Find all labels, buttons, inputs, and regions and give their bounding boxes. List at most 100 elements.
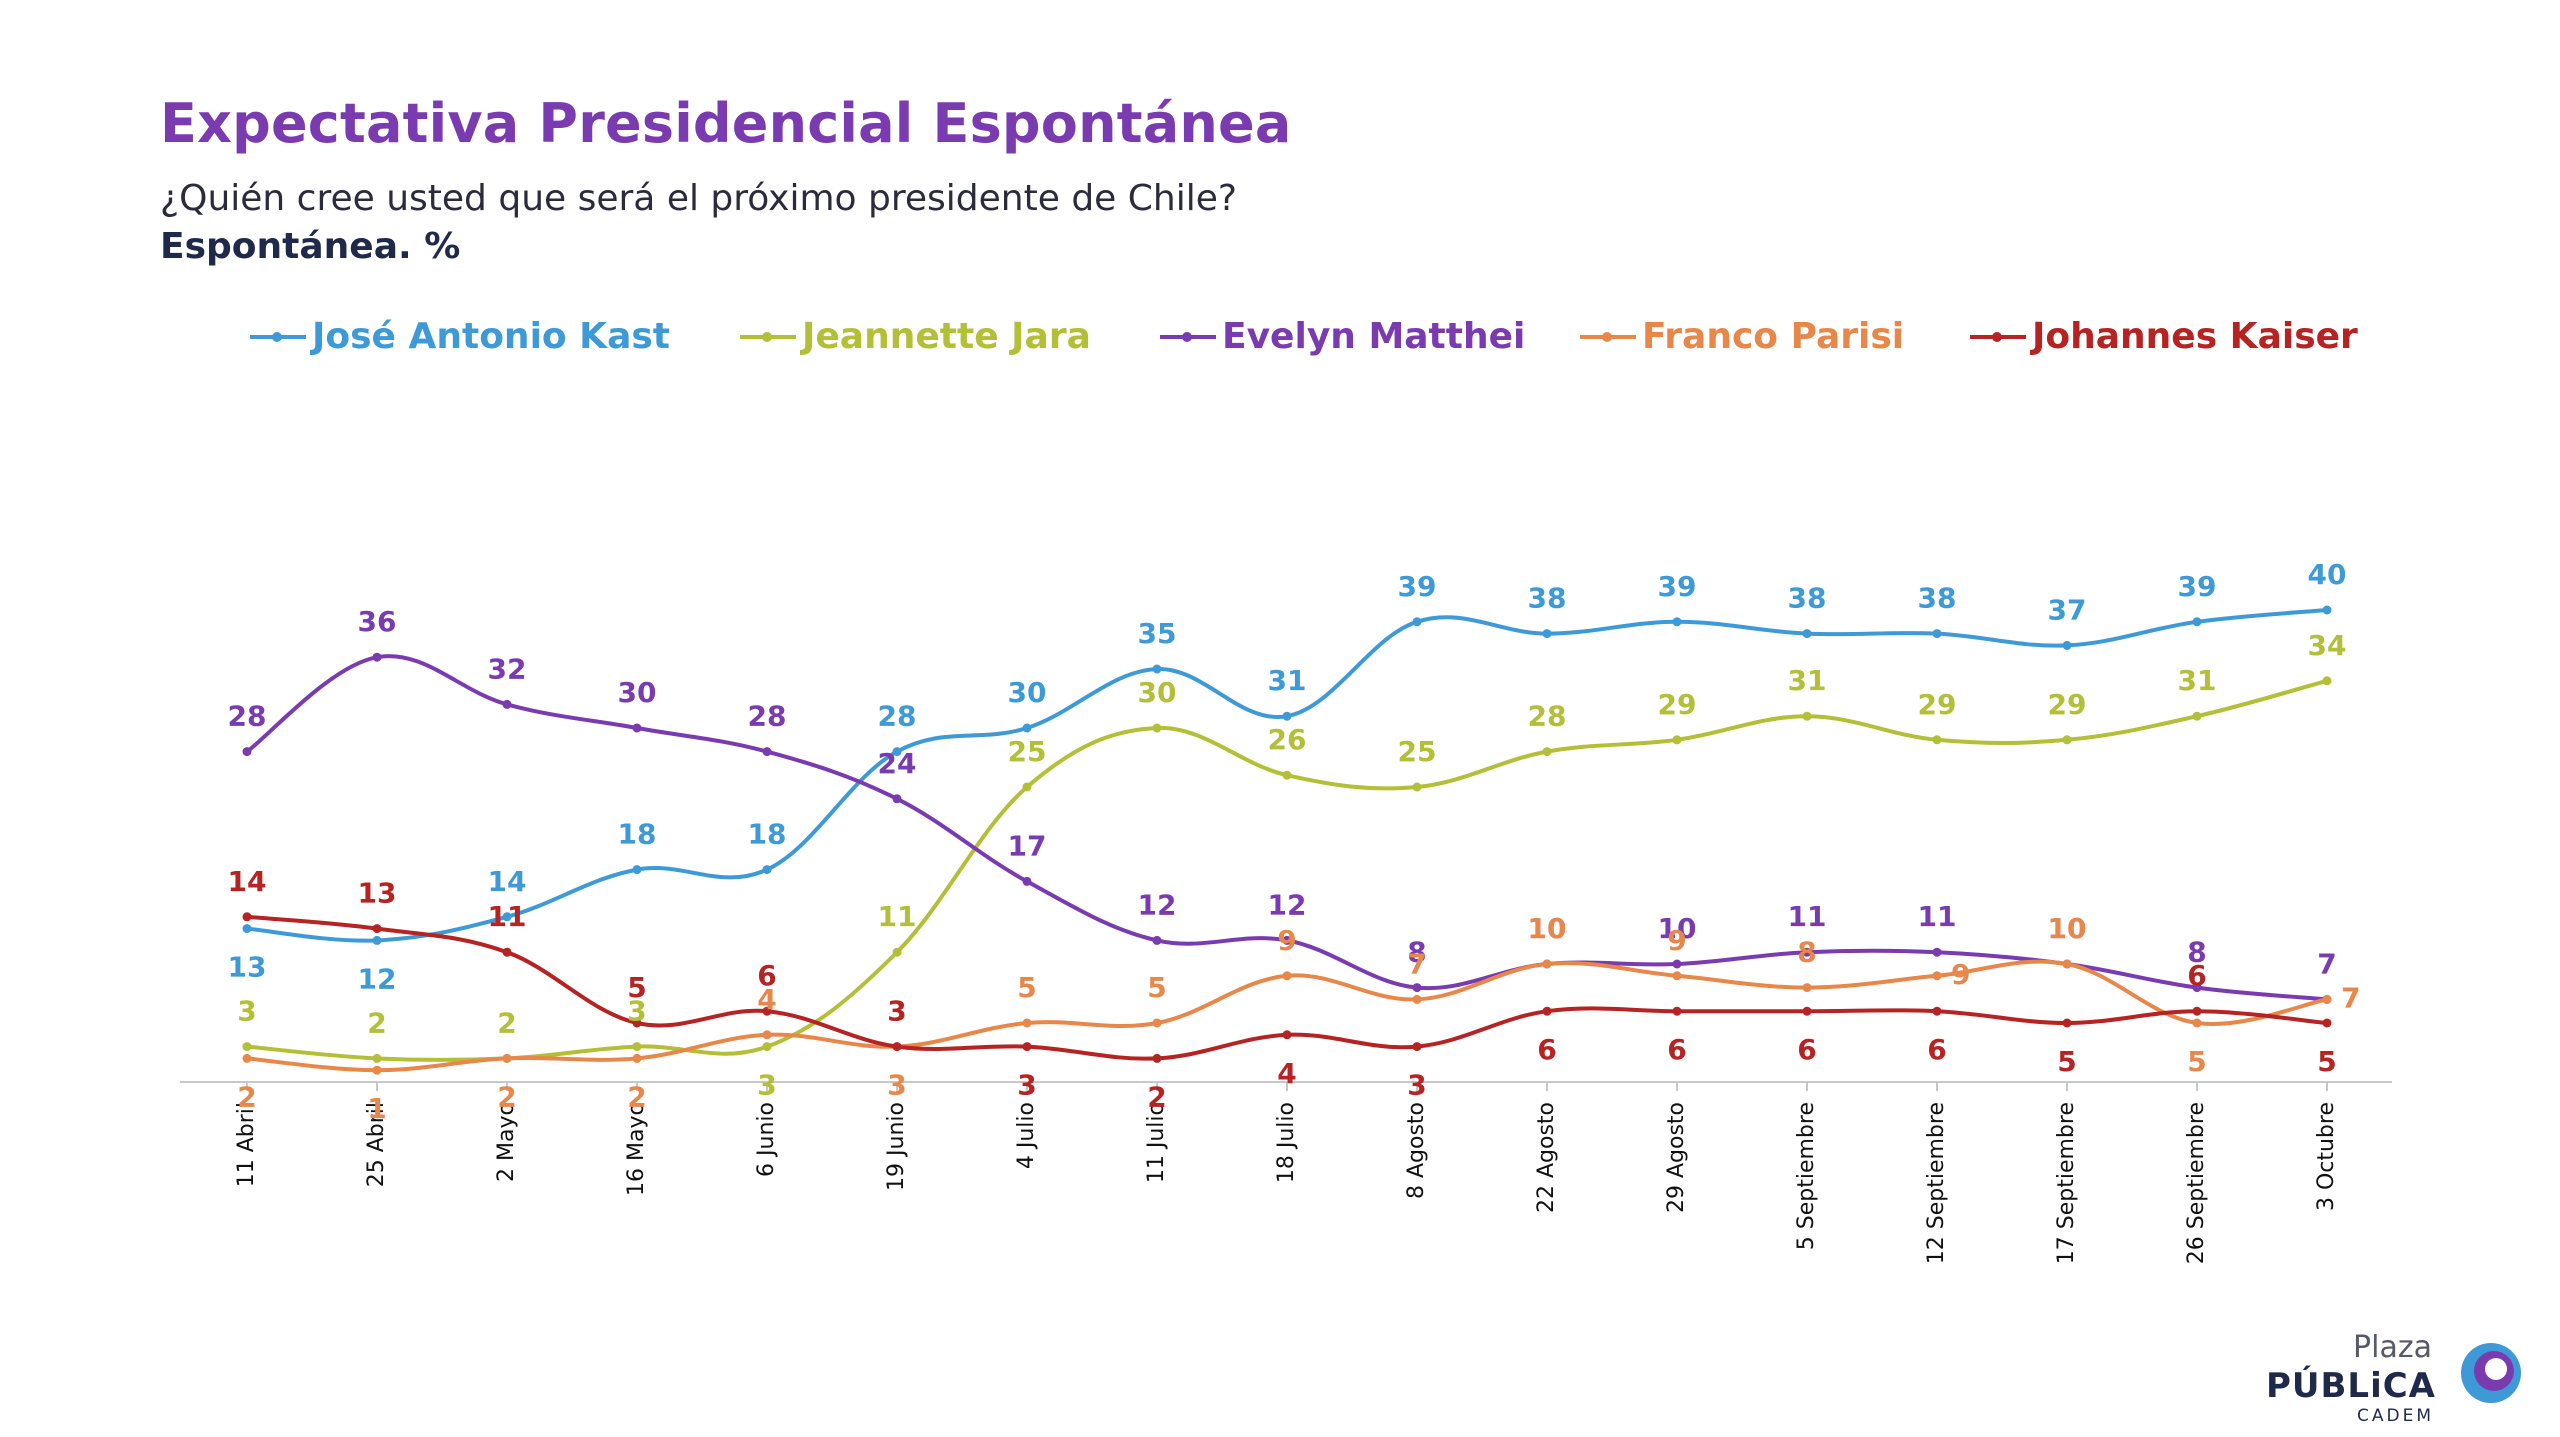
data-label-jeannette-jara: 11 [878, 900, 917, 933]
data-point-jose-antonio-kast [1802, 629, 1812, 639]
data-label-johannes-kaiser: 6 [2187, 959, 2206, 992]
data-label-johannes-kaiser: 6 [1797, 1033, 1816, 1066]
x-tick-label: 11 Julio [1144, 1102, 1169, 1183]
data-point-franco-parisi [1672, 971, 1682, 981]
data-label-jeannette-jara: 31 [2178, 664, 2217, 697]
data-point-evelyn-matthei [1022, 876, 1032, 886]
data-point-jose-antonio-kast [1022, 723, 1032, 733]
data-point-franco-parisi [1802, 983, 1812, 993]
series-line-jeannette-jara [245, 678, 2329, 1062]
data-point-evelyn-matthei [1672, 959, 1682, 969]
data-point-jeannette-jara [1542, 747, 1552, 757]
data-label-jeannette-jara: 29 [1918, 688, 1957, 721]
data-point-jeannette-jara [762, 1042, 772, 1052]
data-point-franco-parisi [632, 1053, 642, 1063]
data-point-johannes-kaiser [1802, 1006, 1812, 1016]
data-label-franco-parisi: 4 [757, 983, 776, 1016]
logo-swirl-icon [2461, 1343, 2521, 1403]
x-tick-label: 25 Abril [364, 1102, 389, 1187]
data-point-jose-antonio-kast [2322, 605, 2332, 615]
data-point-jose-antonio-kast [2062, 640, 2072, 650]
data-label-jeannette-jara: 3 [627, 995, 646, 1028]
data-point-jeannette-jara [2322, 676, 2332, 686]
legend-label: Evelyn Matthei [1222, 316, 1526, 357]
data-point-johannes-kaiser [1152, 1053, 1162, 1063]
chart-legend: José Antonio Kast Jeannette Jara Evelyn Ma… [250, 316, 2400, 366]
data-label-jeannette-jara: 31 [1788, 664, 1827, 697]
data-point-johannes-kaiser [372, 924, 382, 934]
data-label-evelyn-matthei: 11 [1918, 900, 1957, 933]
legend-label: José Antonio Kast [312, 316, 670, 357]
data-label-jose-antonio-kast: 18 [618, 818, 657, 851]
x-tick-label: 22 Agosto [1534, 1102, 1559, 1213]
data-label-johannes-kaiser: 5 [627, 971, 646, 1004]
data-label-jeannette-jara: 2 [497, 1006, 516, 1039]
x-tick-label: 11 Abril [234, 1102, 259, 1187]
data-label-jose-antonio-kast: 28 [878, 700, 917, 733]
data-point-franco-parisi [1932, 971, 1942, 981]
data-point-evelyn-matthei [632, 723, 642, 733]
x-tick-label: 19 Junio [884, 1102, 909, 1191]
data-label-evelyn-matthei: 12 [1268, 888, 1307, 921]
data-point-jeannette-jara [1802, 711, 1812, 721]
data-point-evelyn-matthei [2192, 983, 2202, 993]
data-point-franco-parisi [502, 1053, 512, 1063]
data-point-franco-parisi [1412, 994, 1422, 1004]
data-label-franco-parisi: 7 [2341, 981, 2360, 1014]
data-point-jose-antonio-kast [1152, 664, 1162, 674]
data-label-jeannette-jara: 28 [1528, 700, 1567, 733]
legend-swatch [1580, 331, 1636, 342]
data-label-evelyn-matthei: 32 [488, 652, 527, 685]
data-label-jose-antonio-kast: 39 [1658, 570, 1697, 603]
data-label-franco-parisi: 10 [1528, 912, 1567, 945]
x-tick-label: 6 Junio [754, 1102, 779, 1177]
data-label-franco-parisi: 7 [1407, 947, 1426, 980]
data-label-evelyn-matthei: 8 [2187, 936, 2206, 969]
data-point-franco-parisi [1152, 1018, 1162, 1028]
data-label-evelyn-matthei: 8 [1407, 936, 1426, 969]
data-label-evelyn-matthei: 24 [878, 747, 917, 780]
data-point-evelyn-matthei [502, 699, 512, 709]
data-label-evelyn-matthei: 10 [1658, 912, 1697, 945]
data-label-johannes-kaiser: 3 [1407, 1069, 1426, 1102]
data-label-evelyn-matthei: 10 [2048, 912, 2087, 945]
logo-cadem-text: CADEM [2357, 1406, 2434, 1426]
logo-plaza-text: Plaza [2353, 1330, 2432, 1365]
x-tick-label: 8 Agosto [1404, 1102, 1429, 1199]
data-label-johannes-kaiser: 2 [1147, 1080, 1166, 1113]
legend-item-franco-parisi: Franco Parisi [1580, 316, 1904, 357]
data-point-franco-parisi [372, 1065, 382, 1075]
data-point-jose-antonio-kast [1412, 617, 1422, 627]
data-label-jose-antonio-kast: 13 [228, 951, 267, 984]
data-label-johannes-kaiser: 13 [358, 877, 397, 910]
data-label-jose-antonio-kast: 38 [1918, 582, 1957, 615]
data-point-franco-parisi [762, 1030, 772, 1040]
data-point-jose-antonio-kast [242, 924, 252, 934]
data-label-evelyn-matthei: 17 [1008, 829, 1047, 862]
data-label-johannes-kaiser: 4 [1277, 1057, 1296, 1090]
data-label-franco-parisi: 2 [237, 1080, 256, 1113]
data-label-franco-parisi: 5 [1147, 971, 1166, 1004]
data-label-johannes-kaiser: 14 [228, 865, 267, 898]
data-label-jeannette-jara: 29 [1658, 688, 1697, 721]
data-point-jose-antonio-kast [2192, 617, 2202, 627]
data-label-jose-antonio-kast: 35 [1138, 617, 1177, 650]
data-label-jose-antonio-kast: 39 [1398, 570, 1437, 603]
data-point-jeannette-jara [2192, 711, 2202, 721]
data-point-jose-antonio-kast [762, 865, 772, 875]
data-label-franco-parisi: 1 [367, 1092, 386, 1125]
data-point-jeannette-jara [632, 1042, 642, 1052]
legend-item-jose-antonio-kast: José Antonio Kast [250, 316, 670, 357]
data-label-franco-parisi: 9 [1277, 924, 1296, 957]
data-point-johannes-kaiser [2322, 1018, 2332, 1028]
data-point-evelyn-matthei [1282, 935, 1292, 945]
data-label-johannes-kaiser: 6 [1537, 1033, 1556, 1066]
series-line-jose-antonio-kast [245, 608, 2329, 943]
data-label-franco-parisi: 8 [1797, 936, 1816, 969]
data-point-jose-antonio-kast [372, 935, 382, 945]
data-label-evelyn-matthei: 7 [2317, 947, 2336, 980]
data-point-evelyn-matthei [372, 652, 382, 662]
data-point-johannes-kaiser [2062, 1018, 2072, 1028]
x-tick-label: 2 Mayo [494, 1102, 519, 1182]
